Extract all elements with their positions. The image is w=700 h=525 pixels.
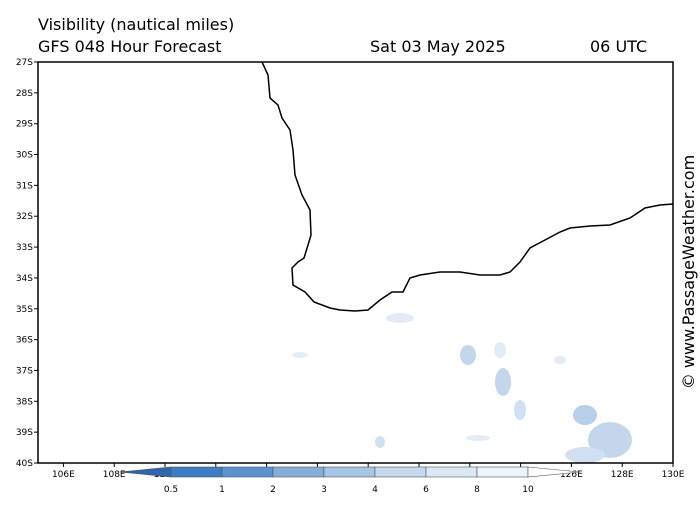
- lat-label: 29S: [16, 120, 33, 130]
- colorbar-low: [119, 466, 172, 478]
- lat-label: 39S: [16, 428, 33, 438]
- colorbar-segment: [476, 466, 529, 478]
- subtitle: GFS 048 Hour Forecast: [38, 37, 222, 56]
- colorbar-segment: [323, 466, 376, 478]
- colorbar-label: 8: [474, 485, 480, 495]
- lat-label: 28S: [16, 89, 33, 99]
- visibility-shading: [292, 313, 632, 463]
- colorbar-high: [527, 466, 581, 478]
- lon-label: 108E: [103, 470, 126, 480]
- colorbar-segment: [425, 466, 478, 478]
- lon-label: 130E: [662, 470, 685, 480]
- lat-label: 34S: [16, 274, 33, 284]
- date: Sat 03 May 2025: [370, 37, 506, 56]
- lat-label: 36S: [16, 336, 33, 346]
- map-frame: [37, 61, 674, 464]
- colorbar-label: 3: [321, 485, 327, 495]
- lat-label: 30S: [16, 151, 33, 161]
- lat-label: 40S: [16, 459, 33, 469]
- lat-label: 32S: [16, 212, 33, 222]
- time: 06 UTC: [590, 37, 647, 56]
- colorbar-segment: [272, 466, 325, 478]
- lat-label: 31S: [16, 181, 33, 191]
- lat-label: 33S: [16, 243, 33, 253]
- title: Visibility (nautical miles): [38, 15, 234, 34]
- lon-label: 106E: [52, 470, 75, 480]
- colorbar: 0.5 1 2 3 4 6 8 10: [119, 466, 581, 495]
- colorbar-label: 0.5: [164, 485, 178, 495]
- latitude-axis: 27S 28S 29S 30S 31S 32S 33S 34S 35S 36S 37S 38S 39S 4…: [16, 58, 38, 469]
- colorbar-label: 10: [522, 485, 534, 495]
- lon-label: 128E: [611, 470, 634, 480]
- colorbar-label: 4: [372, 485, 378, 495]
- coastline: [261, 61, 674, 312]
- colorbar-segment: [221, 466, 274, 478]
- watermark: © www.PassageWeather.com: [679, 155, 698, 389]
- lat-label: 37S: [16, 366, 33, 376]
- lat-label: 35S: [16, 305, 33, 315]
- colorbar-label: 2: [270, 485, 276, 495]
- colorbar-label: 6: [423, 485, 429, 495]
- lat-label: 27S: [16, 58, 33, 68]
- lon-label: 126E: [560, 470, 583, 480]
- lat-label: 38S: [16, 397, 33, 407]
- colorbar-label: 1: [219, 485, 225, 495]
- colorbar-segment: [170, 466, 223, 478]
- colorbar-segment: [374, 466, 427, 478]
